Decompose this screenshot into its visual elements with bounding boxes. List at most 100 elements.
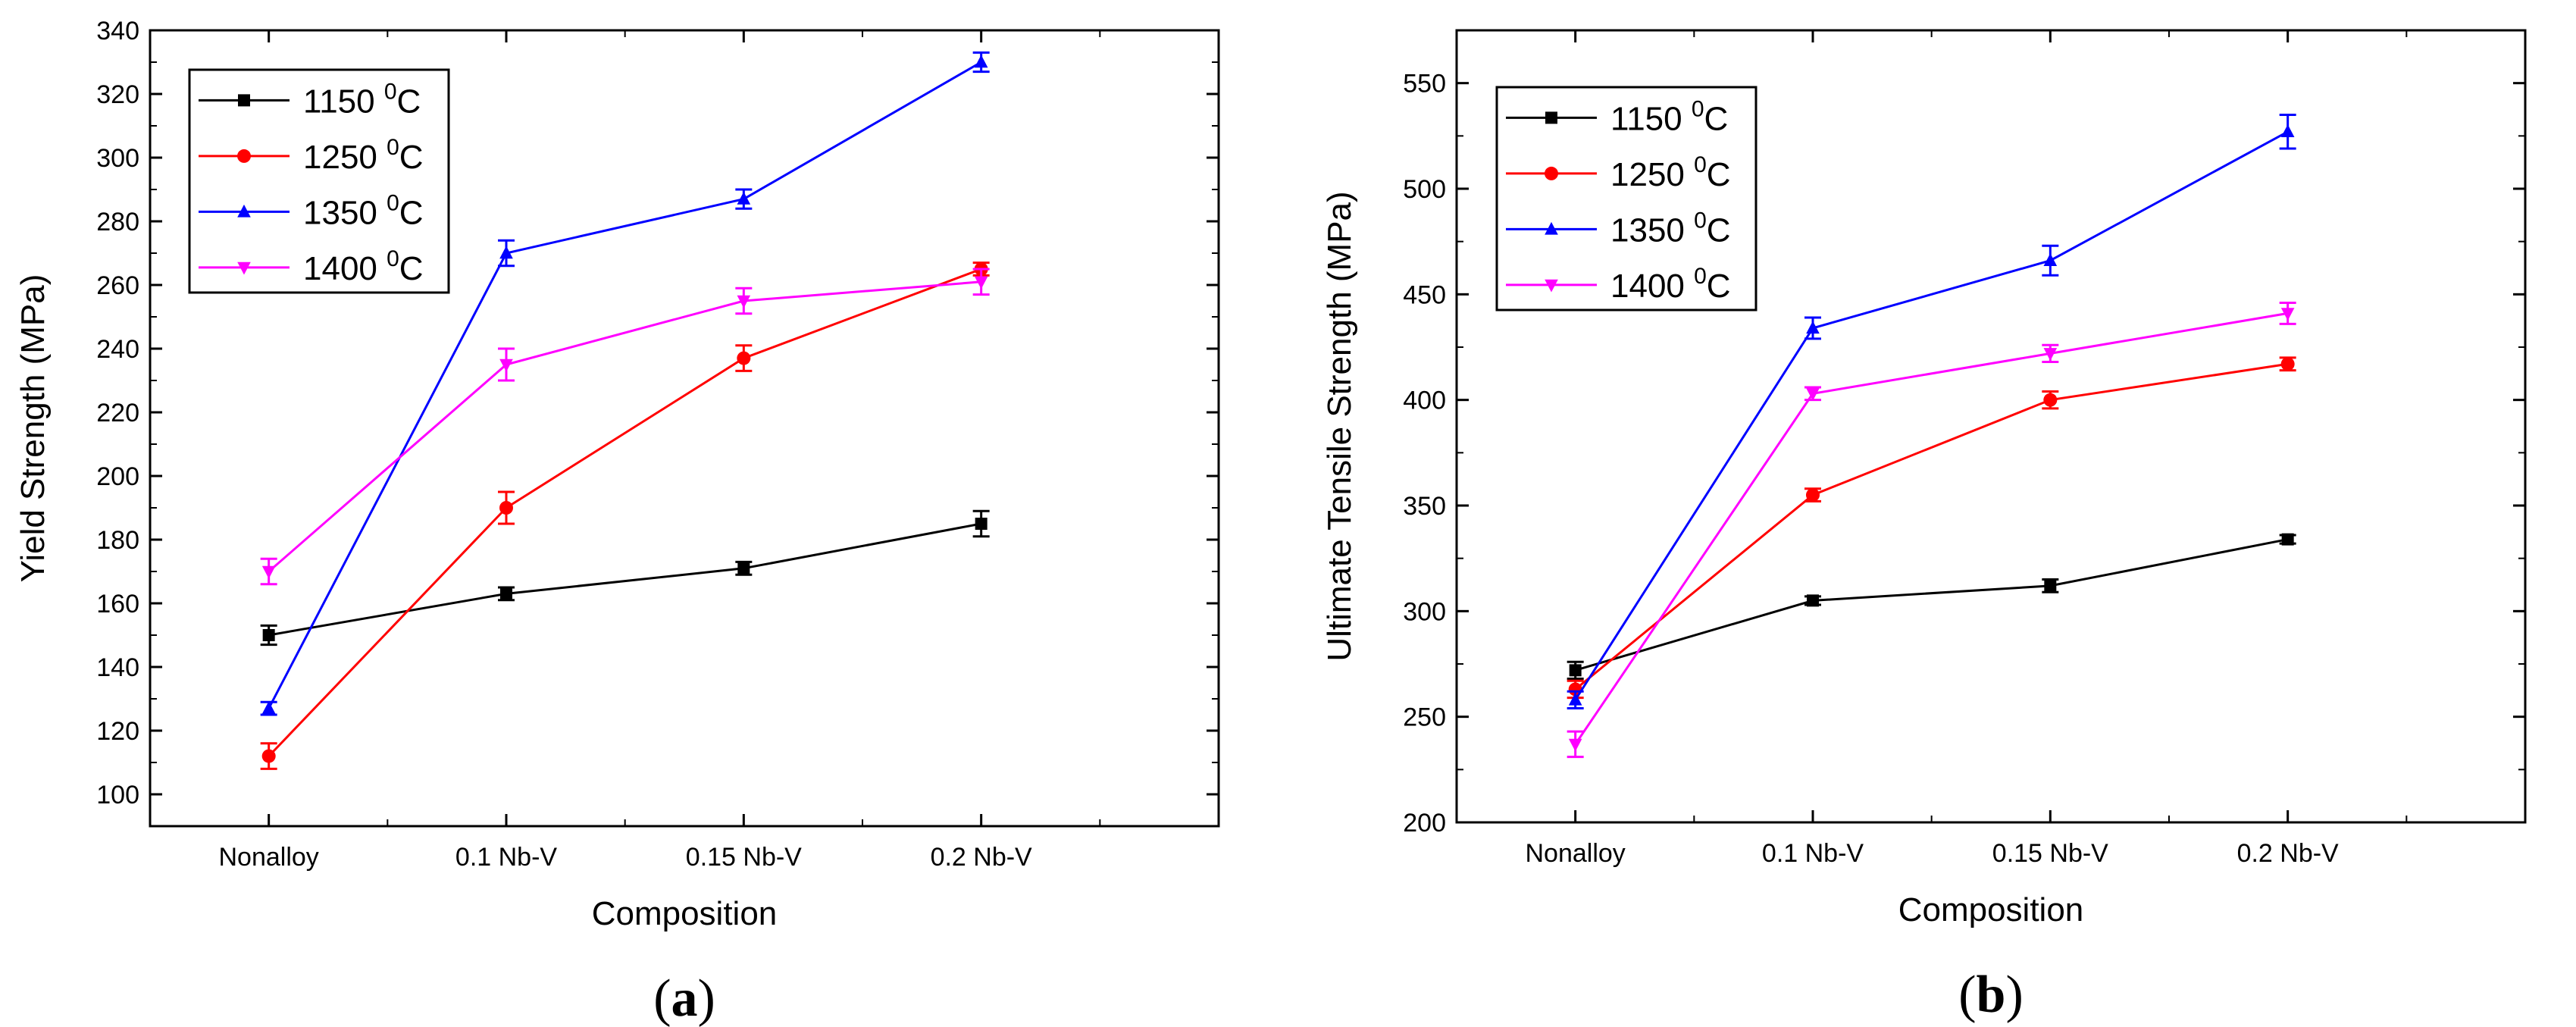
series-line <box>1575 538 2288 672</box>
series-1150 <box>260 509 990 647</box>
series-line <box>268 280 981 573</box>
legend-label: 1350 0C <box>1610 208 1731 249</box>
data-point <box>261 565 276 579</box>
data-point <box>499 501 513 515</box>
data-point <box>2043 393 2058 407</box>
data-point <box>500 587 512 600</box>
data-point <box>261 701 276 714</box>
x-axis-title: Composition <box>1898 891 2084 928</box>
y-tick-label: 200 <box>96 462 139 491</box>
y-tick-label: 400 <box>1403 387 1446 415</box>
y-tick-label: 350 <box>1403 492 1446 521</box>
legend-label: 1150 0C <box>303 79 421 120</box>
legend-marker <box>1545 166 1558 180</box>
y-tick-label: 340 <box>96 17 139 45</box>
series-1250 <box>260 261 990 770</box>
series-1400 <box>1567 301 2296 759</box>
legend-label: 1250 0C <box>303 135 424 176</box>
legend-marker <box>237 149 251 163</box>
y-tick-label: 120 <box>96 717 139 746</box>
panel-label: (b) <box>1958 966 2024 1024</box>
data-point <box>1569 664 1582 677</box>
series-line <box>268 61 982 709</box>
series-1350 <box>260 51 990 716</box>
data-point <box>262 629 275 641</box>
y-tick-label: 280 <box>96 208 139 236</box>
data-point <box>2044 579 2057 592</box>
legend-marker <box>237 261 251 275</box>
x-tick-label: 0.2 Nb-V <box>2237 839 2339 868</box>
data-point <box>2280 308 2295 321</box>
legend-box <box>1495 86 1758 312</box>
series-1150 <box>1567 533 2296 681</box>
y-tick-label: 100 <box>96 781 139 809</box>
data-point <box>2043 348 2058 361</box>
y-tick-label: 300 <box>1403 597 1446 626</box>
x-tick-label: Nonalloy <box>219 843 319 872</box>
legend-marker <box>237 204 251 218</box>
data-point <box>2280 124 2295 137</box>
chart-a-svg: 100 120 140 160 180 200 220 240 260 280 300 320 340 N… <box>14 17 1220 1027</box>
chart-panel-a: 100 120 140 160 180 200 220 240 260 280 300 320 340 N… <box>14 17 1220 1027</box>
series-line <box>268 522 981 637</box>
series-line <box>1574 130 2289 701</box>
y-tick-label: 450 <box>1403 280 1446 309</box>
data-point <box>499 246 513 259</box>
data-point <box>1807 594 1819 607</box>
y-axis-title: Ultimate Tensile Strength (MPa) <box>1321 191 1358 661</box>
x-axis-title: Composition <box>592 895 778 932</box>
data-point <box>1806 488 1820 503</box>
chart-panel-b: 200 250 300 350 400 450 500 550 Nonalloy 0.1 Nb-V… <box>1288 0 2576 1027</box>
y-tick-label: 180 <box>96 526 139 555</box>
x-tick-label: 0.15 Nb-V <box>1992 839 2108 868</box>
series-1350 <box>1567 113 2296 710</box>
x-tick-label: 0.2 Nb-V <box>931 843 1032 872</box>
y-axis-title: Yield Strength (MPa) <box>14 274 52 583</box>
legend-marker <box>1545 279 1558 293</box>
y-tick-label: 140 <box>96 653 139 682</box>
series-line <box>1574 312 2288 745</box>
x-tick-label: 0.15 Nb-V <box>686 843 802 872</box>
data-point <box>737 295 751 308</box>
y-tick-label: 260 <box>96 271 139 300</box>
series-line <box>268 268 982 757</box>
x-tick-label: 0.1 Nb-V <box>1762 839 1864 868</box>
y-tick-label: 160 <box>96 590 139 618</box>
data-point <box>975 518 988 530</box>
y-tick-label: 300 <box>96 144 139 173</box>
data-point <box>1568 738 1582 752</box>
panel-label: (a) <box>653 969 715 1027</box>
y-tick-label: 550 <box>1403 70 1446 99</box>
data-point <box>737 351 751 365</box>
series-line <box>1574 362 2288 690</box>
y-tick-label: 240 <box>96 335 139 364</box>
plot-frame <box>1455 29 2527 824</box>
data-point <box>261 749 276 763</box>
y-tick-label: 500 <box>1403 175 1446 204</box>
legend: 1150 0C 1250 0C 1350 0C 1400 0C <box>188 68 450 294</box>
x-tick-label: Nonalloy <box>1526 839 1626 868</box>
series-1400 <box>260 268 990 586</box>
legend-label: 1350 0C <box>303 190 424 231</box>
legend-box <box>188 68 450 294</box>
data-point <box>737 562 750 575</box>
y-tick-label: 250 <box>1403 703 1446 732</box>
data-point <box>2281 533 2294 546</box>
data-point <box>1568 692 1582 706</box>
x-tick-label: 0.1 Nb-V <box>455 843 557 872</box>
data-point <box>2280 357 2295 371</box>
data-point <box>974 55 988 68</box>
chart-b-svg: 200 250 300 350 400 450 500 550 Nonalloy 0.1 Nb-V… <box>1321 29 2527 1024</box>
legend-label: 1400 0C <box>303 246 424 287</box>
data-point <box>974 276 988 290</box>
plot-frame <box>149 29 1220 828</box>
legend-label: 1150 0C <box>1610 96 1728 137</box>
legend-marker <box>1545 111 1557 124</box>
data-point <box>1806 321 1820 334</box>
legend-label: 1250 0C <box>1610 152 1731 193</box>
legend-marker <box>1545 221 1558 235</box>
y-tick-label: 200 <box>1403 809 1446 838</box>
y-tick-label: 320 <box>96 80 139 109</box>
y-tick-label: 220 <box>96 399 139 427</box>
data-point <box>2043 253 2058 266</box>
